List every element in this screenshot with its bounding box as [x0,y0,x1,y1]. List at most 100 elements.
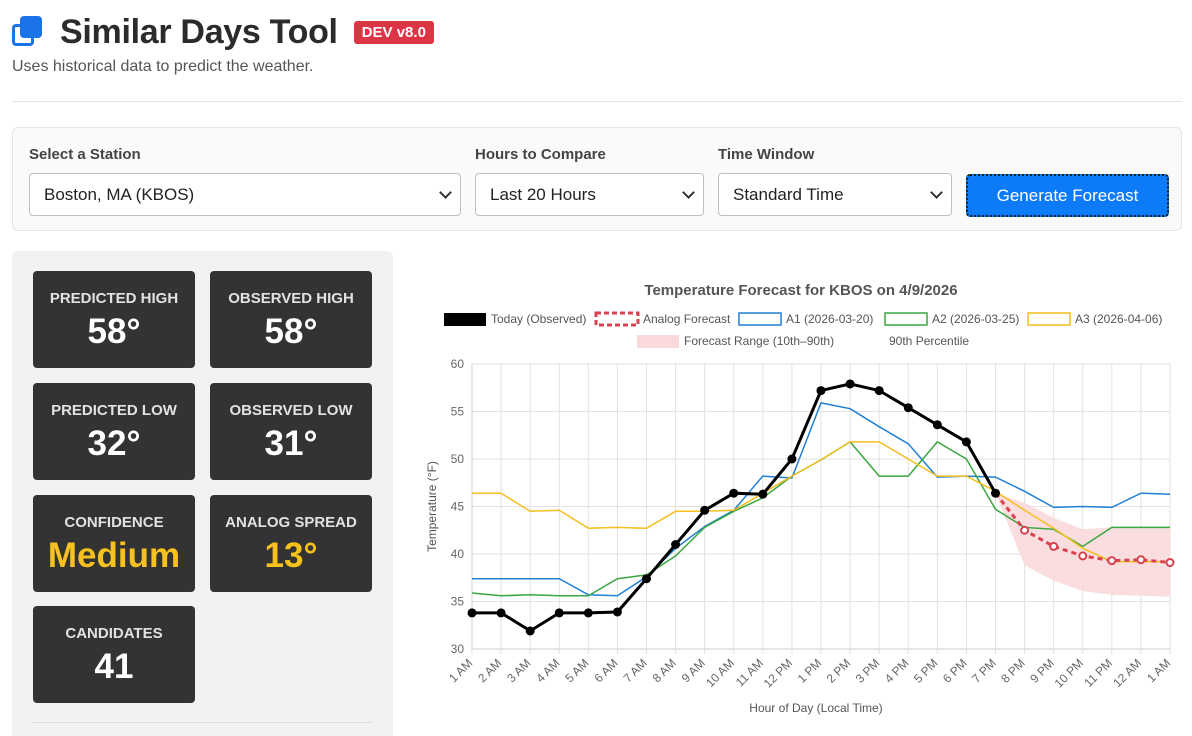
observed-point [525,626,535,636]
x-tick-label: 8 AM [650,656,679,685]
observed-point [729,488,739,498]
window-select-value: Standard Time [733,184,844,204]
chevron-down-icon [930,185,943,199]
x-tick-label: 4 AM [533,656,562,685]
window-select[interactable]: Standard Time [718,173,952,216]
hours-control: Hours to Compare Last 20 Hours [475,146,704,216]
x-tick-label: 11 PM [1081,656,1115,690]
legend-swatch-a3 [1027,312,1071,326]
chart-title: Temperature Forecast for KBOS on 4/9/202… [644,282,957,299]
forecast-point [1136,555,1146,565]
x-tick-label: 5 AM [562,656,591,685]
x-tick-label: 4 PM [882,656,912,686]
stat-card-observed-low: OBSERVED LOW 31° [210,383,372,480]
panel-divider [32,722,372,723]
app-subtitle: Uses historical data to predict the weat… [12,58,314,75]
x-tick-label: 3 AM [504,656,533,685]
stat-card-predicted-high: PREDICTED HIGH 58° [33,271,195,368]
series-line-a1 [472,402,1171,597]
x-tick-label: 10 PM [1052,656,1086,690]
stat-card-candidates: CANDIDATES 41 [33,606,195,703]
observed-point [583,608,593,618]
stat-value: 58° [87,312,141,351]
x-tick-label: 7 AM [621,656,650,685]
window-control: Time Window Standard Time [718,146,952,216]
y-axis-label: Temperature (°F) [425,461,439,552]
legend-label: Forecast Range (10th–90th) [684,334,834,348]
x-tick-label: 2 PM [824,656,854,686]
x-tick-label: 5 PM [911,656,941,686]
stat-label: CONFIDENCE [64,514,164,531]
stat-label: PREDICTED LOW [51,402,177,419]
copy-logo-icon [12,16,44,48]
stat-value: Medium [47,536,181,575]
stat-value: 41 [94,647,134,686]
y-tick-label: 55 [451,405,465,419]
controls-panel: Select a Station Boston, MA (KBOS) Hours… [12,127,1182,231]
x-tick-label: 7 PM [969,656,999,686]
hours-select[interactable]: Last 20 Hours [475,173,704,216]
app-header: Similar Days Tool DEV v8.0 Uses historic… [12,10,1182,76]
stat-value: 58° [264,312,318,351]
station-control: Select a Station Boston, MA (KBOS) [29,146,461,216]
x-tick-label: 1 PM [795,656,825,686]
header-divider [12,101,1182,102]
stat-card-analog-spread: ANALOG SPREAD 13° [210,495,372,592]
x-tick-label: 11 AM [733,656,766,689]
legend-label: Today (Observed) [491,312,586,326]
legend-swatch-range [637,335,679,348]
x-axis-label: Hour of Day (Local Time) [749,701,882,715]
legend-swatch-forecast [594,311,640,327]
observed-point [845,379,855,389]
observed-point [903,403,913,413]
x-tick-label: 10 AM [703,656,737,690]
observed-point [961,437,971,447]
forecast-point [1165,558,1175,568]
x-tick-label: 12 AM [1110,656,1144,690]
hours-label: Hours to Compare [475,146,606,163]
stat-label: ANALOG SPREAD [225,514,357,531]
observed-point [612,607,622,617]
legend-swatch-observed [444,313,486,326]
x-tick-label: 6 PM [940,656,970,686]
title-row: Similar Days Tool DEV v8.0 [12,10,1182,54]
observed-point [496,608,506,618]
x-tick-label: 8 PM [998,656,1028,686]
stat-card-predicted-low: PREDICTED LOW 32° [33,383,195,480]
observed-point [642,574,651,584]
observed-point [932,420,942,430]
generate-forecast-button[interactable]: Generate Forecast [966,174,1169,217]
stat-label: OBSERVED HIGH [228,290,354,307]
x-tick-label: 1 AM [1144,656,1173,685]
forecast-point [1078,551,1088,561]
legend-swatch-a1 [738,312,782,326]
x-tick-label: 3 PM [853,656,883,686]
stat-value: 32° [87,424,141,463]
stat-card-observed-high: OBSERVED HIGH 58° [210,271,372,368]
x-tick-label: 2 AM [475,656,504,685]
observed-point [467,608,477,618]
forecast-point [1107,556,1117,566]
chevron-down-icon [439,185,452,199]
legend-label: 90th Percentile [889,334,969,348]
station-select[interactable]: Boston, MA (KBOS) [29,173,461,216]
y-tick-label: 40 [451,547,465,561]
stat-label: PREDICTED HIGH [49,290,179,307]
temperature-chart: Temperature Forecast for KBOS on 4/9/202… [418,262,1192,736]
legend-label: A2 (2026-03-25) [932,312,1019,326]
app-title: Similar Days Tool [60,12,338,51]
legend-swatch-a2 [884,312,928,326]
x-tick-label: 6 AM [591,656,620,685]
x-tick-label: 12 PM [761,656,795,690]
series-line-a3 [472,441,1170,563]
hours-select-value: Last 20 Hours [490,184,596,204]
legend-label: Analog Forecast [643,312,731,326]
forecast-point [1049,541,1059,551]
chevron-down-icon [682,185,695,199]
observed-point [700,505,710,515]
legend-label: A3 (2026-04-06) [1075,312,1162,326]
window-label: Time Window [718,146,815,163]
station-label: Select a Station [29,146,141,163]
stat-label: CANDIDATES [65,625,163,642]
version-badge: DEV v8.0 [353,20,434,44]
